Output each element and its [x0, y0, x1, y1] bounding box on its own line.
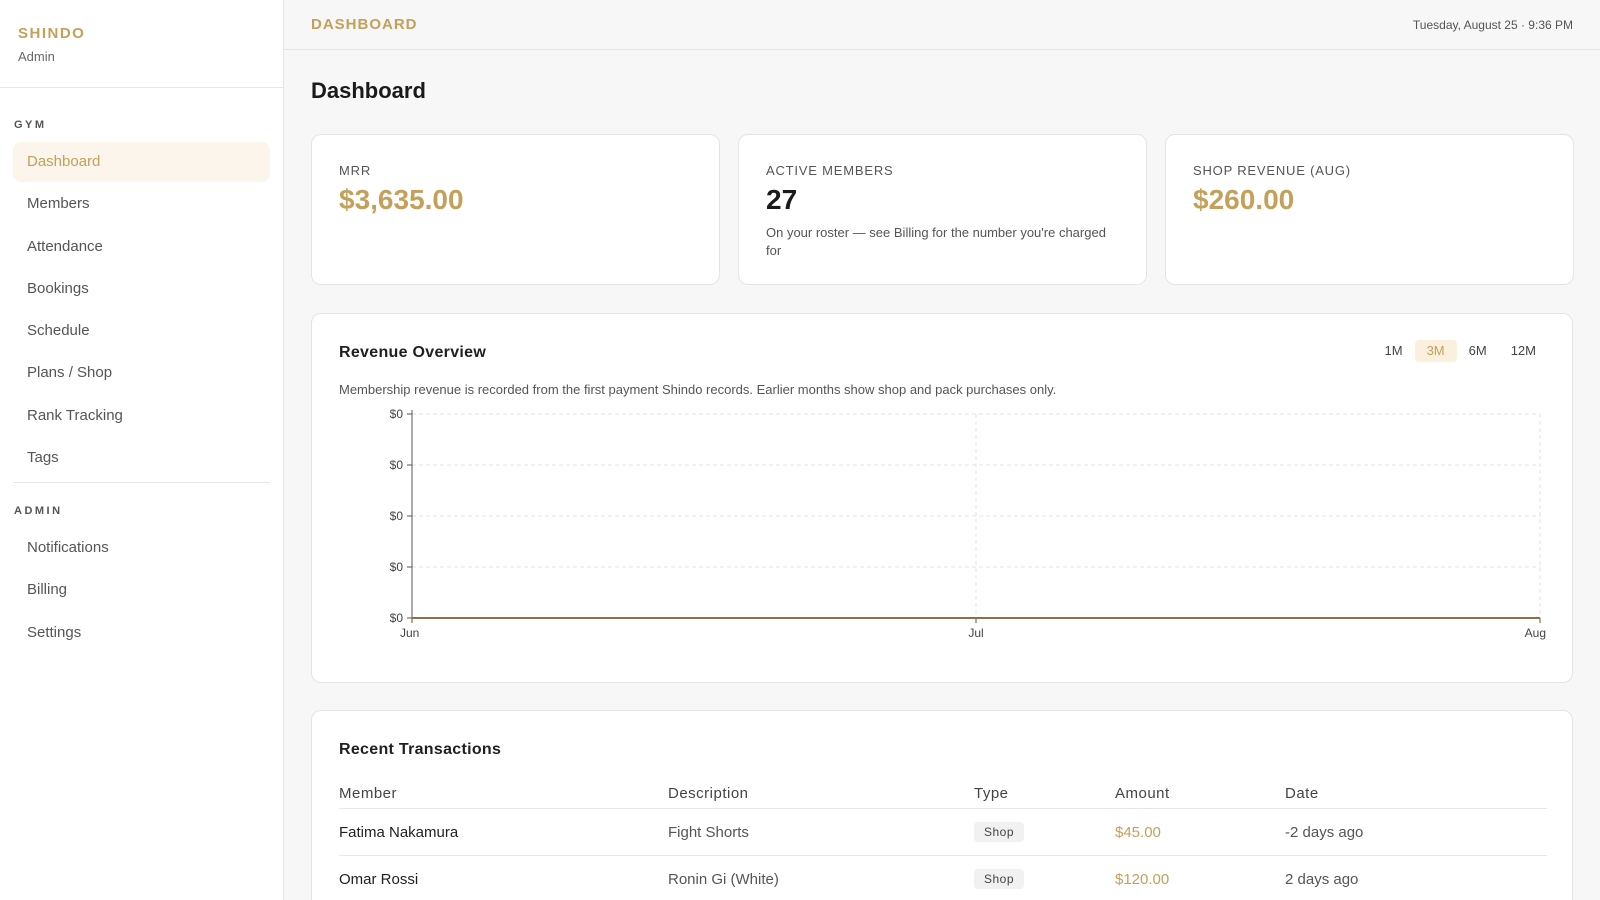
row-member: Omar Rossi	[339, 870, 419, 888]
brand-role: Admin	[18, 49, 55, 64]
row-date: 2 days ago	[1285, 870, 1359, 888]
column-header-description: Description	[668, 785, 749, 802]
sidebar-item-notifications[interactable]: Notifications	[27, 539, 109, 557]
revenue-overview-description: Membership revenue is recorded from the …	[339, 382, 1057, 397]
topbar-title: DASHBOARD	[311, 16, 418, 33]
recent-transactions-card: Recent Transactions Member Description T…	[311, 710, 1573, 900]
x-tick-label: Aug	[1525, 626, 1546, 640]
shop-revenue-value: $260.00	[1193, 184, 1295, 215]
sidebar-item-bookings[interactable]: Bookings	[27, 279, 89, 297]
sidebar-item-members[interactable]: Members	[27, 195, 90, 213]
y-tick-label: $0	[390, 560, 404, 574]
y-tick-label: $0	[390, 458, 404, 472]
sidebar-item-plans-shop[interactable]: Plans / Shop	[27, 364, 113, 382]
range-tab-12m[interactable]: 12M	[1510, 343, 1536, 358]
brand: SHINDO Admin	[0, 0, 283, 88]
range-tabs: 1M 3M 6M 12M	[1373, 340, 1548, 362]
column-header-date: Date	[1285, 785, 1319, 802]
shop-revenue-card: SHOP REVENUE (AUG) $260.00	[1165, 134, 1574, 285]
sidebar-item-dashboard[interactable]: Dashboard	[13, 142, 270, 182]
type-badge: Shop	[974, 822, 1025, 842]
active-members-value: 27	[766, 184, 798, 215]
range-tab-3m[interactable]: 3M	[1414, 340, 1457, 362]
table-header: Member Description Type Amount Date	[339, 779, 1547, 809]
sidebar-item-schedule[interactable]: Schedule	[27, 322, 90, 340]
topbar-datetime: Tuesday, August 25 · 9:36 PM	[1412, 18, 1573, 32]
nav-divider	[13, 482, 270, 484]
y-tick-label: $0	[390, 509, 404, 523]
sidebar-item-rank-tracking[interactable]: Rank Tracking	[27, 406, 123, 424]
sidebar: SHINDO Admin GYM Dashboard Members Atten…	[0, 0, 284, 900]
row-type: Shop	[974, 822, 1115, 842]
row-description: Fight Shorts	[668, 823, 749, 841]
active-members-note: On your roster — see Billing for the num…	[766, 225, 1106, 258]
row-description: Ronin Gi (White)	[668, 870, 779, 888]
column-header-type: Type	[974, 785, 1009, 802]
page-title: Dashboard	[311, 78, 426, 103]
recent-transactions-title: Recent Transactions	[339, 741, 502, 758]
topbar: DASHBOARD Tuesday, August 25 · 9:36 PM	[284, 0, 1600, 50]
row-member: Fatima Nakamura	[339, 823, 459, 841]
gym-nav: Dashboard Members Attendance Bookings Sc…	[0, 142, 283, 478]
sidebar-item-settings[interactable]: Settings	[27, 623, 82, 641]
shop-revenue-label: SHOP REVENUE (AUG)	[1193, 163, 1351, 178]
column-header-member: Member	[339, 785, 398, 802]
revenue-overview-title: Revenue Overview	[339, 344, 487, 361]
x-tick-label: Jul	[968, 626, 983, 640]
sidebar-item-attendance[interactable]: Attendance	[27, 237, 103, 255]
sidebar-item-tags[interactable]: Tags	[27, 449, 59, 467]
active-members-card: ACTIVE MEMBERS 27 On your roster — see B…	[738, 134, 1147, 285]
brand-name: SHINDO	[18, 25, 86, 42]
row-amount: $120.00	[1115, 870, 1170, 888]
transactions-table: Member Description Type Amount Date Fati…	[339, 779, 1547, 900]
range-tab-1m[interactable]: 1M	[1384, 343, 1403, 358]
admin-nav: Notifications Billing Settings	[0, 528, 283, 653]
x-tick-label: Jun	[400, 626, 419, 640]
table-row[interactable]: Omar Rossi Ronin Gi (White) Shop $120.00…	[339, 856, 1547, 900]
column-header-amount: Amount	[1115, 785, 1170, 802]
active-members-label: ACTIVE MEMBERS	[766, 163, 894, 178]
mrr-card: MRR $3,635.00	[311, 134, 720, 285]
range-tab-6m[interactable]: 6M	[1468, 343, 1487, 358]
type-badge: Shop	[974, 869, 1025, 889]
table-row[interactable]: Fatima Nakamura Fight Shorts Shop $45.00…	[339, 809, 1547, 856]
y-tick-label: $0	[390, 611, 404, 625]
section-label-gym: GYM	[14, 119, 47, 131]
mrr-label: MRR	[339, 163, 372, 178]
row-amount: $45.00	[1115, 823, 1161, 841]
y-tick-label: $0	[390, 407, 404, 421]
revenue-overview-card: $0 $0 $0 $0 $0 Jun Jul Aug Revenue Overview 1M …	[311, 313, 1573, 683]
row-date: -2 days ago	[1285, 823, 1364, 841]
row-type: Shop	[974, 869, 1115, 889]
mrr-value: $3,635.00	[339, 184, 464, 215]
sidebar-item-billing[interactable]: Billing	[27, 581, 68, 599]
section-label-admin: ADMIN	[14, 505, 63, 518]
